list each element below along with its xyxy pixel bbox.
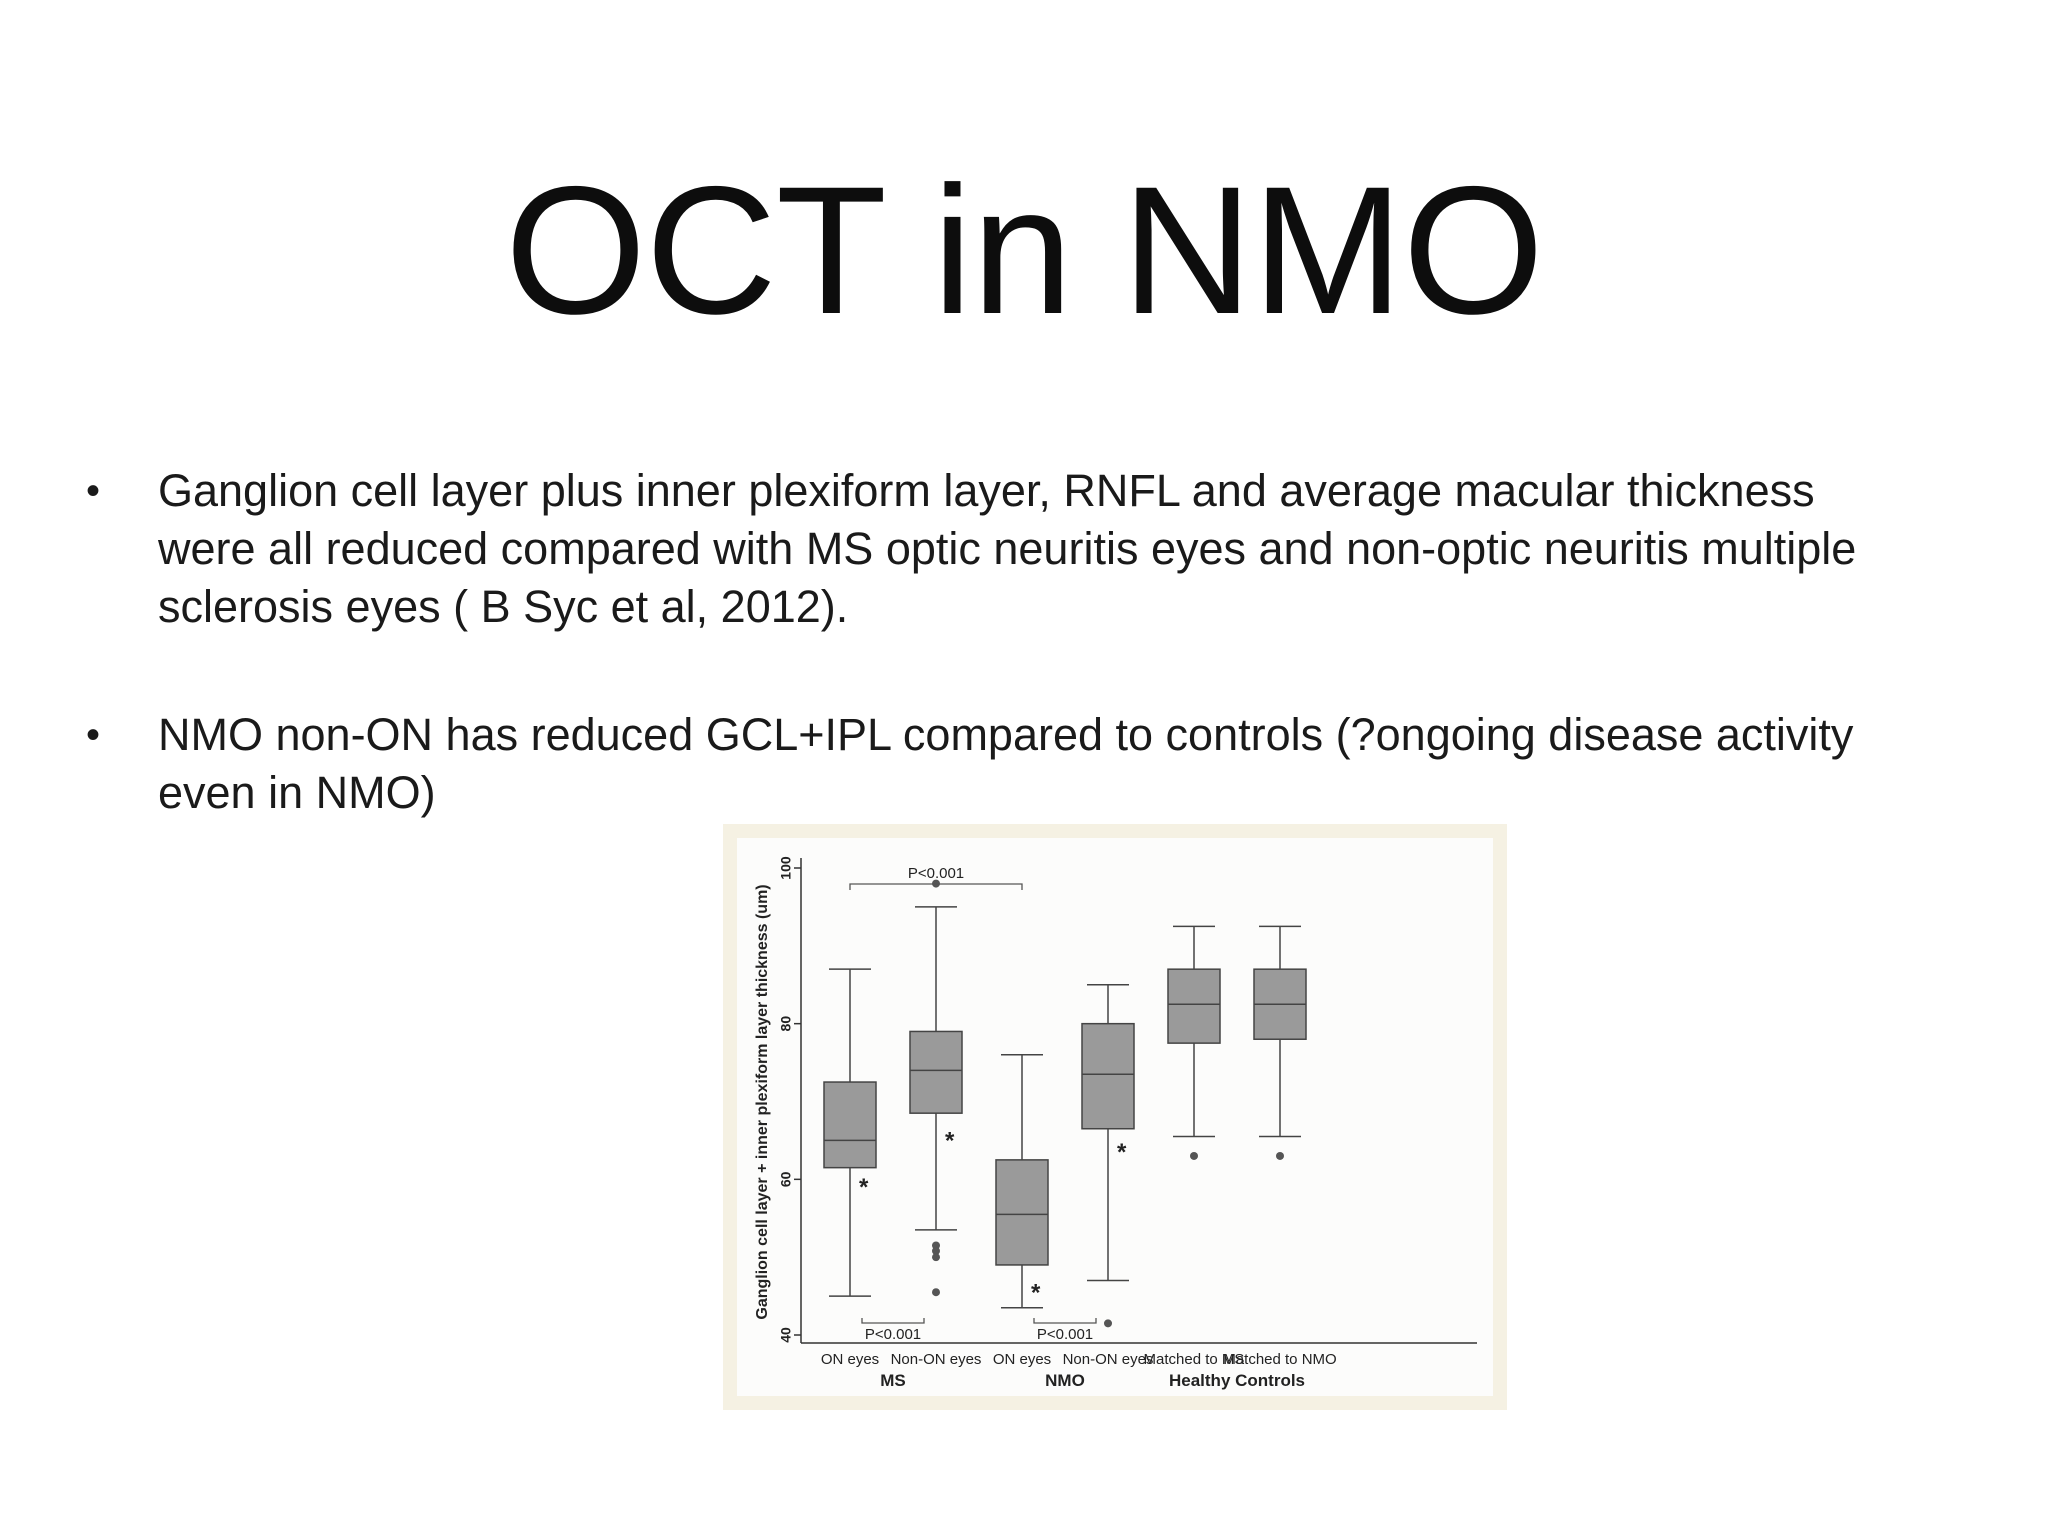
outlier-point [1276,1151,1284,1160]
bullet-list: • Ganglion cell layer plus inner plexifo… [80,462,1900,822]
significance-star: * [945,1128,955,1155]
chart-figure: 40 60 80 100 Ganglion cell layer + inner ple… [723,824,1507,1410]
significance-bracket [849,883,1023,890]
box-iqr [909,1030,963,1114]
y-axis-label: Ganglion cell layer + inner plexiform la… [754,884,771,1319]
outlier-point [932,1246,940,1255]
significance-bracket [861,1318,925,1324]
y-tick-label: 100 [778,856,794,880]
y-tick-label: 80 [778,1016,794,1032]
significance-bracket [1033,1318,1097,1324]
outlier-point [1104,1319,1112,1328]
x-category-label: ON eyes [993,1351,1051,1368]
x-group-label: NMO [1045,1371,1085,1390]
bullet-item: • Ganglion cell layer plus inner plexifo… [80,462,1900,636]
x-category-label: Non-ON eyes [1063,1351,1154,1368]
p-value-label: P<0.001 [1037,1326,1093,1343]
significance-star: * [1031,1279,1041,1306]
y-tick-label: 40 [778,1327,794,1343]
x-category-label: ON eyes [821,1351,879,1368]
box-iqr [823,1081,877,1169]
significance-star: * [1117,1139,1127,1166]
box-iqr [995,1159,1049,1266]
significance-star: * [859,1174,869,1201]
box-iqr [1081,1022,1135,1130]
p-value-label: P<0.001 [865,1326,921,1343]
bullet-item: • NMO non-ON has reduced GCL+IPL compare… [80,706,1900,822]
box-iqr [1167,968,1221,1044]
slide-title: OCT in NMO [504,148,1544,352]
x-category-label: Matched to NMO [1223,1351,1336,1368]
x-category-label: Matched to MS [1144,1351,1245,1368]
x-group-label: Healthy Controls [1169,1371,1305,1390]
p-value-label: P<0.001 [908,865,964,882]
bullet-dot-icon: • [86,713,101,757]
bullet-text: NMO non-ON has reduced GCL+IPL compared … [158,709,1854,818]
y-tick-label: 60 [778,1171,794,1187]
bullet-text: Ganglion cell layer plus inner plexiform… [158,465,1857,632]
x-category-label: Non-ON eyes [891,1351,982,1368]
outlier-point [932,1253,940,1262]
bullet-dot-icon: • [86,469,101,513]
outlier-point [1190,1151,1198,1160]
outlier-point [932,1288,940,1297]
x-group-label: MS [880,1371,906,1390]
box-plot-chart: 40 60 80 100 Ganglion cell layer + inner ple… [737,838,1493,1396]
